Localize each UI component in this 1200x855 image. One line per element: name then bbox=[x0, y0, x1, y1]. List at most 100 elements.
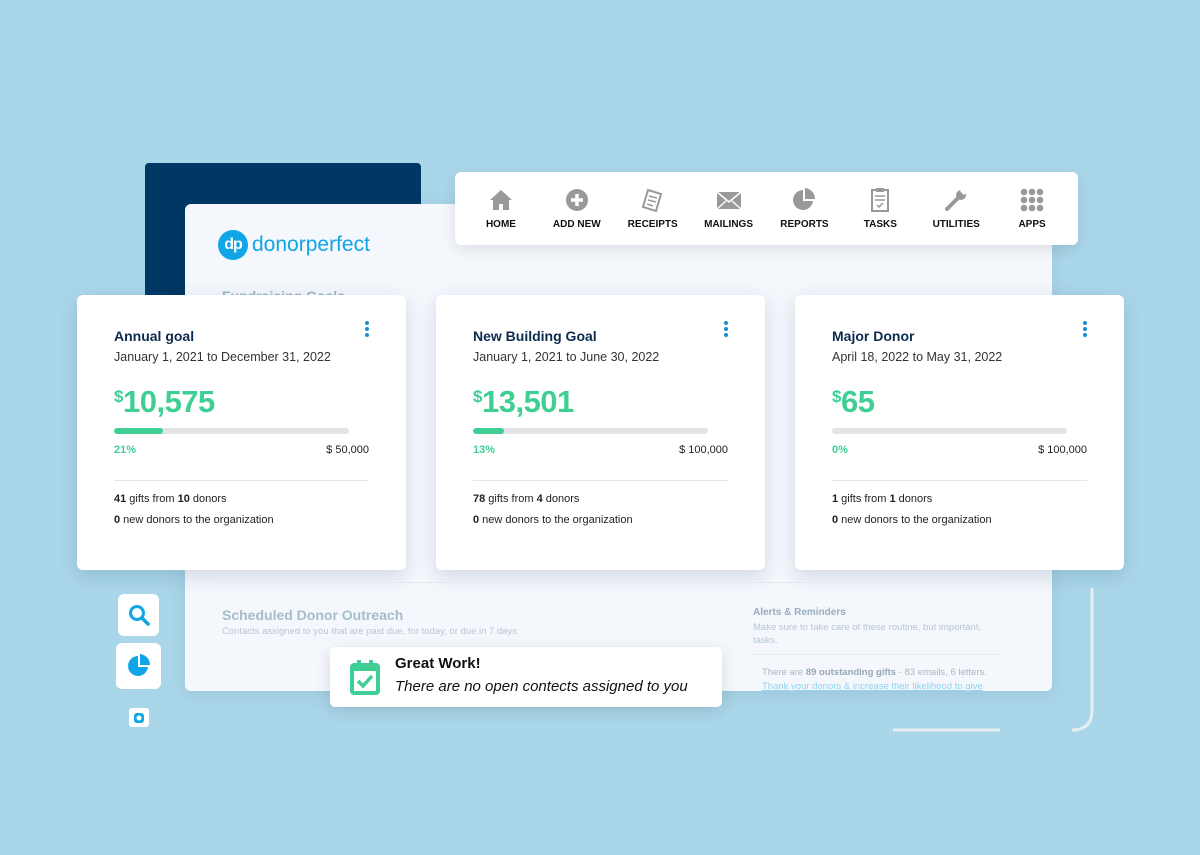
calendar-check-icon bbox=[350, 660, 380, 695]
goal-amount: $13,501 bbox=[473, 384, 728, 420]
text: 89 outstanding gifts bbox=[805, 667, 897, 678]
outreach-subtitle: Contacts assigned to you that are past d… bbox=[222, 626, 518, 637]
text: There are bbox=[762, 667, 806, 678]
goal-card: Major Donor April 18, 2022 to May 31, 20… bbox=[795, 295, 1124, 570]
thank-donors-link[interactable]: Thank your donors & increase their likel… bbox=[762, 681, 983, 692]
nav-apps[interactable]: APPS bbox=[997, 187, 1067, 230]
home-icon bbox=[489, 190, 512, 210]
currency: $ bbox=[832, 387, 841, 406]
new-donors-count: 0 bbox=[114, 514, 121, 526]
more-options-icon[interactable] bbox=[724, 321, 730, 337]
nav-add-new[interactable]: ADD NEW bbox=[542, 187, 612, 230]
more-options-icon[interactable] bbox=[1083, 321, 1089, 337]
goal-title: New Building Goal bbox=[473, 328, 597, 344]
currency: $ bbox=[473, 387, 482, 406]
text: new donors to the organization bbox=[838, 514, 992, 526]
nav-label: UTILITIES bbox=[932, 219, 980, 230]
text: gifts from bbox=[838, 493, 890, 505]
goal-dates: April 18, 2022 to May 31, 2022 bbox=[832, 350, 1003, 364]
progress-bar bbox=[114, 428, 349, 434]
text: - 83 emails, 6 letters. bbox=[896, 667, 987, 678]
goal-dates: January 1, 2021 to June 30, 2022 bbox=[473, 350, 660, 364]
text: gifts from bbox=[485, 493, 537, 505]
nav-reports[interactable]: REPORTS bbox=[769, 187, 839, 230]
text: new donors to the organization bbox=[120, 514, 274, 526]
progress-bar bbox=[832, 428, 1067, 434]
goal-title: Major Donor bbox=[832, 328, 915, 344]
goal-card: New Building Goal January 1, 2021 to Jun… bbox=[436, 295, 765, 570]
nav-label: MAILINGS bbox=[704, 219, 753, 230]
goal-target: $ 100,000 bbox=[679, 444, 728, 456]
text: gifts from bbox=[126, 493, 178, 505]
nav-receipts[interactable]: RECEIPTS bbox=[618, 187, 688, 230]
grid-icon bbox=[1020, 188, 1044, 212]
search-button[interactable] bbox=[118, 594, 159, 636]
currency: $ bbox=[114, 387, 123, 406]
divider bbox=[114, 480, 369, 481]
new-donors-summary: 0 new donors to the organization bbox=[473, 514, 728, 526]
progress-fill bbox=[473, 428, 504, 434]
text: new donors to the organization bbox=[479, 514, 633, 526]
donors-count: 10 bbox=[177, 493, 190, 505]
gifts-summary: 1 gifts from 1 donors bbox=[832, 493, 1087, 505]
gifts-summary: 78 gifts from 4 donors bbox=[473, 493, 728, 505]
donors-count: 1 bbox=[889, 493, 896, 505]
nav-label: TASKS bbox=[863, 219, 897, 230]
toast-message: There are no open contects assigned to y… bbox=[395, 678, 688, 695]
more-options-icon[interactable] bbox=[365, 321, 371, 337]
nav-mailings[interactable]: MAILINGS bbox=[694, 187, 764, 230]
divider bbox=[832, 480, 1087, 481]
goal-amount: $65 bbox=[832, 384, 1087, 420]
goal-dates: January 1, 2021 to December 31, 2022 bbox=[114, 350, 331, 364]
goal-amount: $10,575 bbox=[114, 384, 369, 420]
amount-value: 10,575 bbox=[122, 384, 215, 419]
alerts-subtitle: Make sure to take care of these routine,… bbox=[753, 622, 982, 646]
progress-percent: 13% bbox=[473, 444, 496, 456]
clipboard-icon bbox=[871, 188, 890, 212]
donors-count: 4 bbox=[536, 493, 543, 505]
receipt-icon bbox=[641, 188, 662, 213]
search-icon bbox=[128, 605, 150, 626]
amount-value: 13,501 bbox=[481, 384, 574, 419]
new-donors-count: 0 bbox=[473, 514, 480, 526]
toast-notification: Great Work! There are no open contects a… bbox=[330, 647, 722, 707]
new-donors-count: 0 bbox=[832, 514, 839, 526]
text: donors bbox=[542, 493, 580, 505]
logo-name: donorperfect bbox=[252, 233, 370, 256]
divider bbox=[473, 480, 728, 481]
toast-title: Great Work! bbox=[395, 655, 481, 672]
text: donors bbox=[895, 493, 933, 505]
envelope-icon bbox=[716, 191, 742, 210]
gifts-count: 1 bbox=[832, 493, 839, 505]
gifts-summary: 41 gifts from 10 donors bbox=[114, 493, 369, 505]
progress-percent: 21% bbox=[114, 444, 137, 456]
pie-chart-icon bbox=[127, 654, 150, 676]
reports-button[interactable] bbox=[116, 643, 161, 689]
nav-home[interactable]: HOME bbox=[466, 187, 536, 230]
plus-circle-icon bbox=[565, 189, 588, 211]
new-donors-summary: 0 new donors to the organization bbox=[832, 514, 1087, 526]
nav-label: ADD NEW bbox=[552, 219, 601, 230]
goal-title: Annual goal bbox=[114, 328, 195, 344]
nav-label: HOME bbox=[485, 219, 516, 230]
chat-button[interactable] bbox=[129, 708, 149, 727]
decorative-bracket bbox=[893, 588, 1094, 732]
nav-utilities[interactable]: UTILITIES bbox=[921, 187, 991, 230]
logo: dp donorperfect bbox=[218, 230, 370, 260]
goal-target: $ 100,000 bbox=[1038, 444, 1087, 456]
progress-fill bbox=[114, 428, 164, 434]
text: donors bbox=[189, 493, 227, 505]
outreach-title: Scheduled Donor Outreach bbox=[222, 607, 404, 623]
nav-label: APPS bbox=[1018, 219, 1046, 230]
divider bbox=[753, 654, 1000, 655]
divider bbox=[222, 582, 1000, 583]
chat-icon bbox=[134, 712, 144, 723]
pie-chart-icon bbox=[793, 188, 816, 210]
goal-target: $ 50,000 bbox=[326, 444, 369, 456]
outstanding-gifts: There are 89 outstanding gifts - 83 emai… bbox=[762, 667, 987, 678]
progress-bar bbox=[473, 428, 708, 434]
nav-label: RECEIPTS bbox=[627, 219, 678, 230]
new-donors-summary: 0 new donors to the organization bbox=[114, 514, 369, 526]
gifts-count: 78 bbox=[473, 493, 486, 505]
nav-tasks[interactable]: TASKS bbox=[845, 187, 915, 230]
